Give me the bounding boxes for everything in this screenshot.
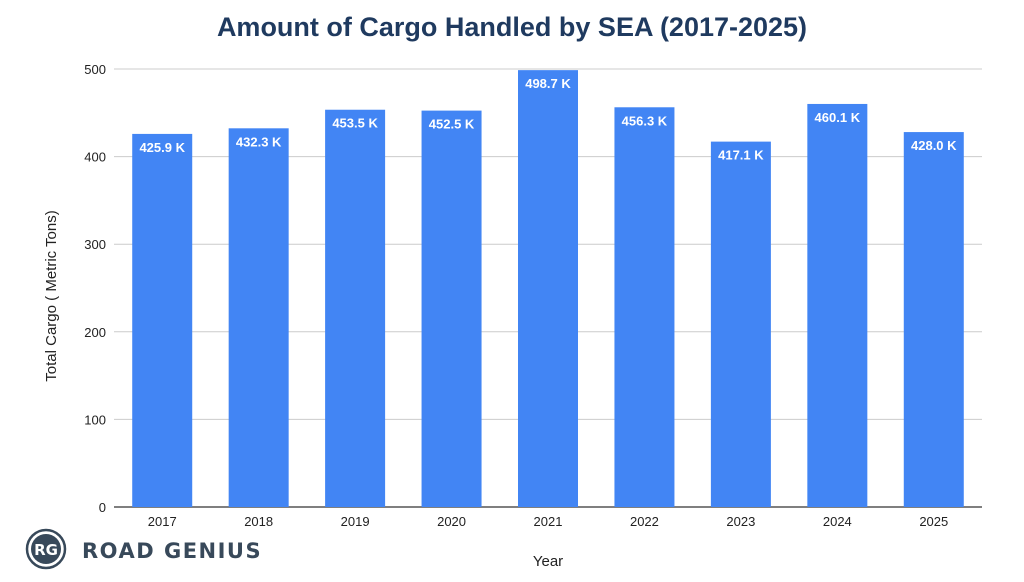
data-label: 417.1 K — [718, 148, 764, 163]
data-label: 452.5 K — [429, 117, 475, 132]
y-tick-label: 500 — [84, 62, 106, 77]
bar — [614, 107, 675, 508]
y-axis-title: Total Cargo ( Metric Tons) — [43, 210, 60, 381]
bar — [518, 70, 578, 508]
data-label: 453.5 K — [332, 116, 378, 131]
bar — [132, 133, 193, 507]
logo-monogram: RG — [34, 541, 58, 559]
x-tick-label: 2025 — [919, 514, 948, 529]
bar — [807, 103, 868, 508]
logo-wordmark: ROAD GENIUS — [82, 539, 262, 563]
x-tick-label: 2019 — [341, 514, 370, 529]
road-genius-logo: RG ROAD GENIUS — [25, 528, 262, 570]
data-label: 498.7 K — [525, 76, 571, 91]
x-tick-label: 2023 — [726, 514, 755, 529]
x-tick-label: 2022 — [630, 514, 659, 529]
y-tick-label: 0 — [99, 500, 106, 515]
y-axis-ticks: 0 100 200 300 400 500 — [84, 62, 106, 515]
bar — [228, 128, 289, 507]
data-label: 456.3 K — [622, 113, 668, 128]
x-tick-label: 2018 — [244, 514, 273, 529]
x-axis-ticks: 2017 2018 2019 2020 2021 2022 2023 2024 2025 — [148, 514, 948, 529]
data-label: 432.3 K — [236, 134, 282, 149]
y-tick-label: 400 — [84, 150, 106, 165]
y-tick-label: 200 — [84, 325, 106, 340]
bar — [421, 110, 482, 508]
y-tick-label: 300 — [84, 237, 106, 252]
bar — [710, 141, 771, 507]
x-tick-label: 2017 — [148, 514, 177, 529]
data-label: 460.1 K — [815, 110, 861, 125]
data-label: 425.9 K — [139, 140, 185, 155]
bar — [325, 109, 386, 507]
x-axis-title: Year — [533, 553, 563, 570]
y-tick-label: 100 — [84, 412, 106, 427]
bar — [903, 132, 964, 507]
x-tick-label: 2020 — [437, 514, 466, 529]
bars: 425.9 K 432.3 K 453.5 K 452.5 K 498.7 K 456.3… — [132, 70, 964, 508]
x-tick-label: 2021 — [534, 514, 563, 529]
logo-badge — [31, 534, 61, 564]
chart-title: Amount of Cargo Handled by SEA (2017-202… — [217, 12, 807, 42]
x-tick-label: 2024 — [823, 514, 852, 529]
data-label: 428.0 K — [911, 138, 957, 153]
